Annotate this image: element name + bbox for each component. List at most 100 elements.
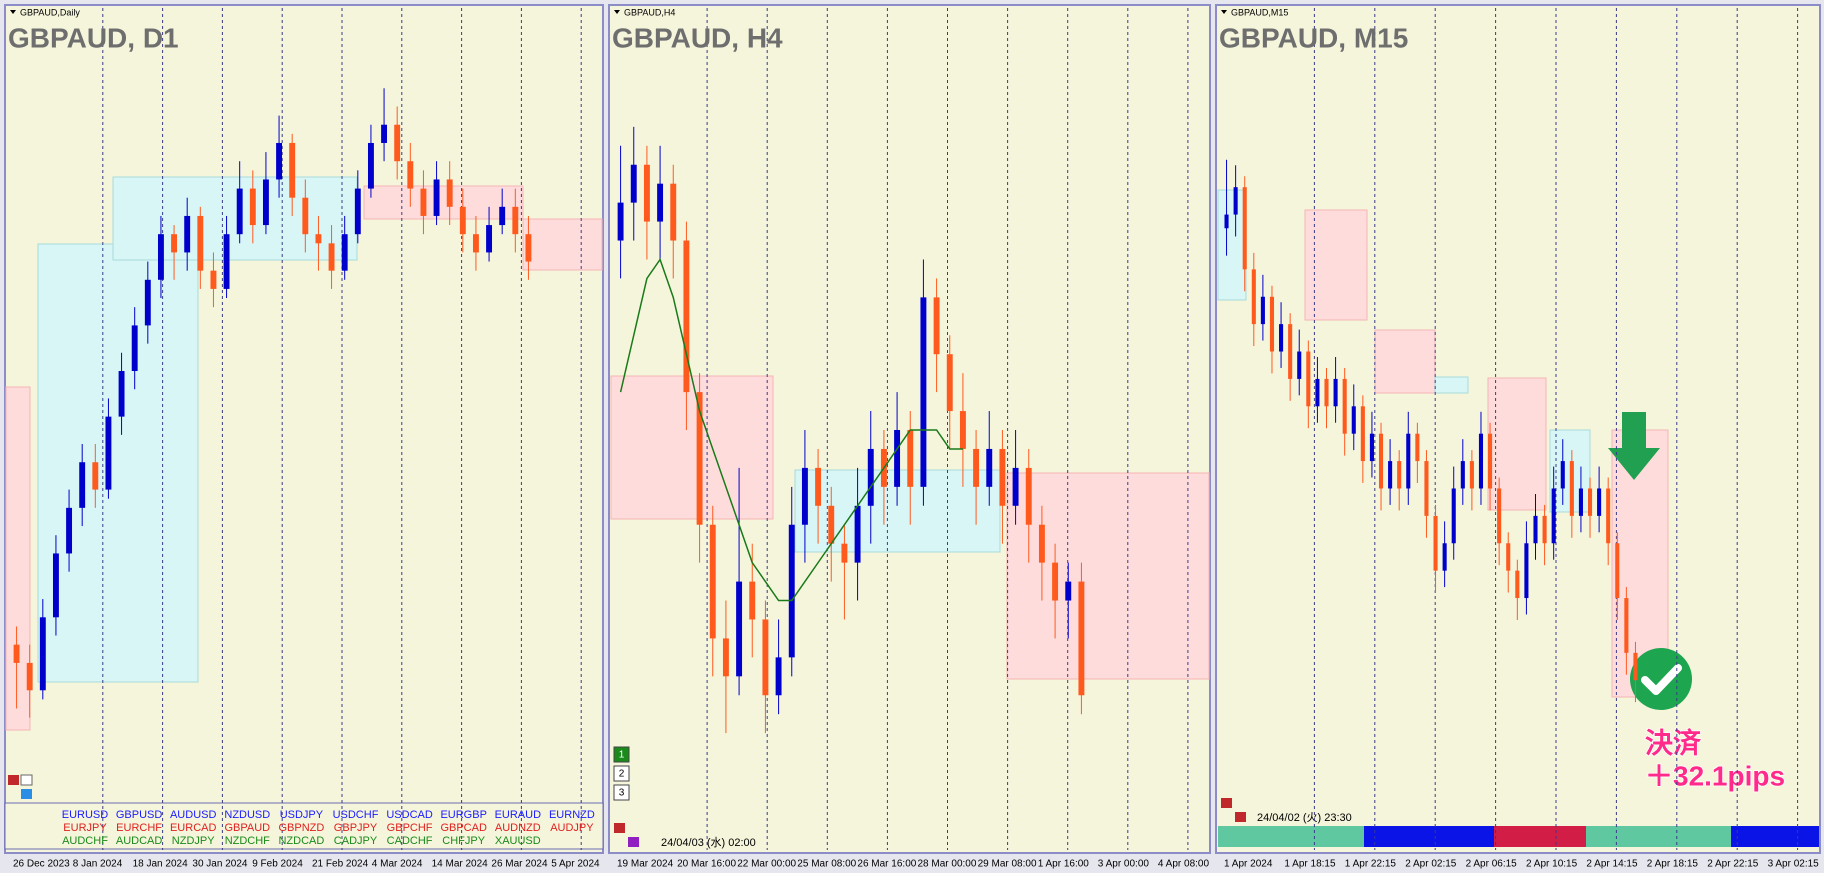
candle-body — [1233, 187, 1238, 215]
candle-body — [867, 448, 874, 506]
candle-body — [1542, 515, 1547, 544]
candle-body — [683, 240, 690, 393]
symbol-link[interactable]: GBPCAD — [440, 822, 487, 834]
x-tick-label: 26 Dec 2023 — [13, 859, 70, 870]
candle-body — [696, 392, 703, 525]
x-tick-label: 5 Apr 2024 — [551, 859, 600, 870]
candle-body — [1424, 461, 1429, 516]
symbol-link[interactable]: GBPUSD — [116, 809, 163, 821]
x-tick-label: 2 Apr 02:15 — [1405, 859, 1457, 870]
arrow-head — [1608, 448, 1660, 480]
symbol-link[interactable]: CADJPY — [334, 835, 378, 847]
candle-body — [643, 164, 650, 222]
close-icon[interactable] — [1221, 798, 1232, 808]
symbol-link[interactable]: AUDCHF — [62, 835, 108, 847]
symbol-link[interactable]: GBPJPY — [334, 822, 378, 834]
timeframe-button-label[interactable]: 3 — [619, 788, 625, 799]
symbol-link[interactable]: AUDCAD — [116, 835, 163, 847]
candle-body — [1342, 378, 1347, 434]
timeframe-button[interactable] — [613, 765, 630, 782]
symbol-link[interactable]: AUDUSD — [170, 809, 217, 821]
candle-body — [1524, 543, 1529, 599]
candle-body — [79, 462, 86, 508]
candle-body — [1279, 324, 1284, 352]
candle-body — [1578, 488, 1583, 516]
f-icon[interactable] — [20, 774, 33, 786]
zone — [1434, 376, 1469, 394]
symbol-link[interactable]: EURAUD — [495, 809, 542, 821]
zone — [1374, 329, 1436, 394]
symbol-link[interactable]: CHFJPY — [442, 835, 485, 847]
symbol-link[interactable]: NZDUSD — [224, 809, 270, 821]
candle-body — [1551, 488, 1556, 544]
x-tick-label: 21 Feb 2024 — [312, 859, 369, 870]
candle-body — [276, 142, 283, 180]
symbol-link[interactable]: AUDNZD — [495, 822, 541, 834]
zone — [1006, 472, 1210, 680]
candle-body — [1324, 378, 1329, 407]
candle-body — [1560, 461, 1565, 489]
timeframe-button-label[interactable]: 1 — [619, 750, 625, 761]
bar-segment — [1494, 826, 1586, 847]
zone — [5, 386, 31, 731]
candle-body — [1587, 488, 1593, 516]
symbol-link[interactable]: EURCAD — [170, 822, 217, 834]
symbol-link[interactable]: CADCHF — [387, 835, 433, 847]
panel-label: GBPAUD,M15 — [1231, 7, 1288, 17]
symbol-link[interactable]: AUDJPY — [550, 822, 594, 834]
icon[interactable] — [1235, 812, 1246, 822]
candle-body — [302, 197, 309, 235]
timeframe-button[interactable] — [613, 746, 630, 763]
candle-body — [381, 124, 388, 143]
symbol-link[interactable]: GBPNZD — [278, 822, 324, 834]
candle-body — [1397, 461, 1402, 489]
x-tick-label: 9 Feb 2024 — [252, 859, 303, 870]
candle-body — [788, 524, 795, 658]
icon[interactable] — [21, 789, 32, 799]
candle-body — [1433, 515, 1438, 571]
timeframe-button-label[interactable]: 2 — [619, 769, 625, 780]
symbol-link[interactable]: EURCHF — [116, 822, 162, 834]
symbol-link[interactable]: EURGBP — [440, 809, 486, 821]
candle-body — [736, 581, 743, 677]
candle-body — [1224, 214, 1229, 229]
candle-body — [1460, 461, 1465, 489]
candle-body — [1269, 296, 1275, 352]
symbol-link[interactable]: XAUUSD — [495, 835, 541, 847]
candle-body — [762, 619, 769, 696]
icon[interactable] — [628, 837, 639, 847]
symbol-link[interactable]: USDJPY — [280, 809, 324, 821]
candle-body — [1633, 652, 1638, 681]
candle-body — [986, 448, 993, 487]
timeframe-button[interactable] — [613, 784, 630, 801]
symbol-link[interactable]: GBPCHF — [387, 822, 433, 834]
symbol-link[interactable]: USDCAD — [386, 809, 433, 821]
window-buttons[interactable] — [8, 774, 1246, 847]
candle-body — [1078, 581, 1085, 696]
candle-body — [131, 325, 138, 372]
symbol-link[interactable]: NZDCAD — [278, 835, 324, 847]
moving-average — [619, 257, 963, 602]
symbol-link[interactable]: EURUSD — [62, 809, 109, 821]
bar-segment — [1218, 826, 1364, 847]
collapse-icon — [614, 10, 620, 14]
symbol-link[interactable]: NZDCHF — [225, 835, 270, 847]
panel-label: GBPAUD,H4 — [624, 7, 675, 17]
candle-body — [907, 430, 914, 487]
candle-body — [959, 411, 966, 449]
x-tick-label: 29 Mar 08:00 — [978, 859, 1037, 870]
candle-body — [1065, 581, 1072, 601]
symbol-link[interactable]: NZDJPY — [172, 835, 215, 847]
close-icon[interactable] — [614, 823, 625, 833]
symbol-link[interactable]: EURNZD — [549, 809, 595, 821]
symbol-link[interactable]: EURJPY — [63, 822, 107, 834]
candle-body — [828, 505, 835, 544]
close-icon[interactable] — [8, 775, 19, 785]
x-tick-label: 1 Apr 18:15 — [1284, 859, 1336, 870]
candle-body — [1242, 187, 1247, 270]
zone — [363, 185, 524, 220]
timestamp: 24/04/03 (水) 02:00 — [661, 836, 756, 849]
symbol-link[interactable]: USDCHF — [333, 809, 379, 821]
symbol-link[interactable]: GBPAUD — [224, 822, 270, 834]
candle-body — [486, 225, 493, 253]
